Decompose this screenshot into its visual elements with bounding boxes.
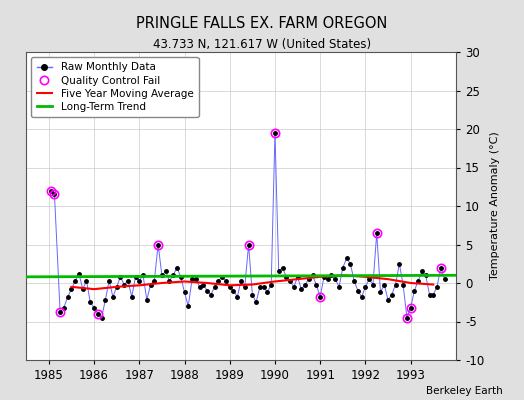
Y-axis label: Temperature Anomaly (°C): Temperature Anomaly (°C)	[490, 132, 500, 280]
Text: Berkeley Earth: Berkeley Earth	[427, 386, 503, 396]
Text: PRINGLE FALLS EX. FARM OREGON: PRINGLE FALLS EX. FARM OREGON	[136, 16, 388, 31]
Legend: Raw Monthly Data, Quality Control Fail, Five Year Moving Average, Long-Term Tren: Raw Monthly Data, Quality Control Fail, …	[31, 57, 199, 117]
Text: 43.733 N, 121.617 W (United States): 43.733 N, 121.617 W (United States)	[153, 38, 371, 51]
